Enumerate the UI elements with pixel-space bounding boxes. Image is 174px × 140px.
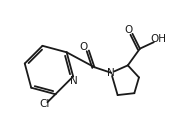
Text: O: O (124, 25, 133, 35)
Text: O: O (80, 42, 88, 52)
Text: N: N (70, 76, 78, 86)
Text: Cl: Cl (39, 99, 49, 108)
Text: N: N (107, 68, 115, 78)
Text: OH: OH (150, 34, 166, 44)
